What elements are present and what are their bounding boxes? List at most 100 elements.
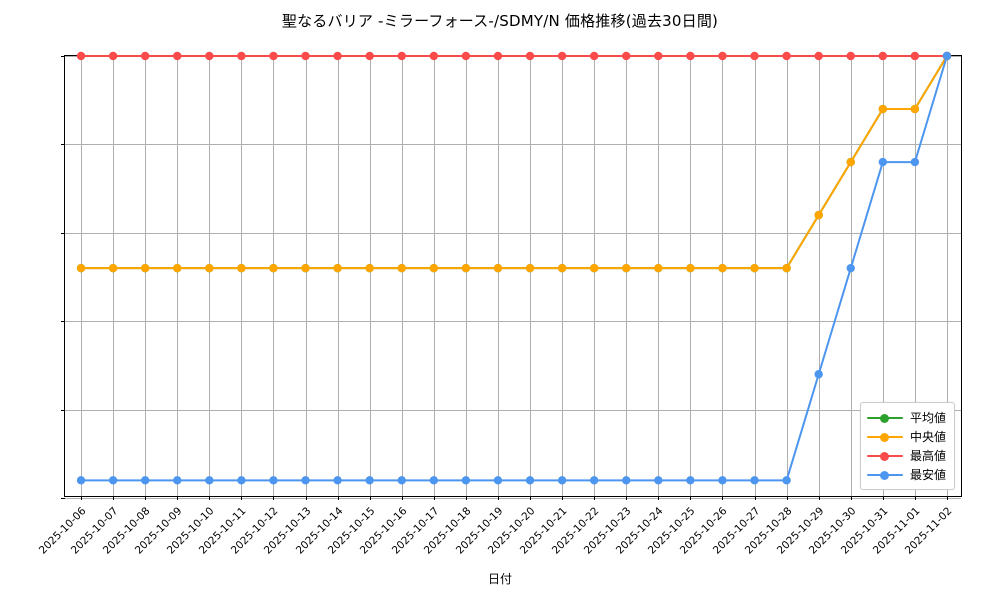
data-point-marker [493,51,503,61]
x-tick-mark [305,496,307,500]
series-最安値 [76,51,952,485]
legend-label: 最高値 [909,449,946,463]
data-point-marker [557,263,567,273]
data-point-marker [397,51,406,61]
data-point-marker [461,51,471,61]
x-tick-mark [594,496,596,500]
data-point-marker [76,263,86,273]
series-中央値 [76,51,952,273]
data-point-marker [622,476,631,485]
data-point-marker [557,51,567,61]
series-line [80,55,948,270]
data-point-marker [589,263,599,273]
data-point-marker [173,476,182,485]
data-point-marker [814,51,823,61]
x-tick-mark [337,496,339,500]
data-point-marker [654,476,663,485]
y-tick-mark [61,232,65,234]
gridline-vertical [241,56,243,496]
legend-item-中央値[interactable]: 中央値 [866,427,946,446]
x-tick-mark [497,496,499,500]
x-tick-mark [562,496,564,500]
y-tick-mark [61,498,65,499]
data-point-marker [205,476,214,485]
data-point-marker [654,263,663,273]
x-tick-mark [113,496,115,500]
data-point-marker [718,476,727,485]
data-point-marker [750,263,759,273]
gridline-vertical [562,56,564,496]
gridline-vertical [690,56,692,496]
legend-label: 最安値 [909,468,946,482]
series-最高値 [76,51,952,61]
gridline-vertical [530,56,532,496]
x-tick-mark [690,496,692,500]
data-point-marker [333,51,342,61]
data-point-marker [397,263,406,273]
data-point-marker [237,51,246,61]
chart-title: 聖なるバリア -ミラーフォース-/SDMY/N 価格推移(過去30日間) [281,12,719,30]
data-point-marker [429,51,439,61]
gridline-vertical [337,56,339,496]
gridline-vertical [113,56,115,496]
x-tick-mark [818,496,820,500]
data-point-marker [140,476,150,485]
x-tick-mark [241,496,243,500]
gridline-vertical [850,56,852,496]
gridline-vertical [722,56,724,496]
data-point-marker [782,51,791,61]
x-tick-mark [626,496,628,500]
x-tick-mark [273,496,275,500]
data-point-marker [237,263,246,273]
y-tick-mark [61,409,65,411]
x-tick-mark [722,496,724,500]
gridline-vertical [369,56,371,496]
legend-swatch-icon [866,468,903,482]
series-line [80,55,948,270]
data-point-marker [910,104,920,114]
data-point-marker [173,51,182,61]
x-tick-mark [754,496,756,500]
data-point-marker [589,476,599,485]
gridline-vertical [946,56,948,496]
data-point-marker [333,476,342,485]
data-point-marker [461,476,471,485]
data-point-marker [622,51,631,61]
data-point-marker [429,263,439,273]
data-point-marker [397,476,406,485]
legend-item-最安値[interactable]: 最安値 [866,465,946,484]
data-point-marker [205,51,214,61]
data-point-marker [525,51,535,61]
legend-item-最高値[interactable]: 最高値 [866,446,946,465]
y-tick-mark [61,56,65,57]
data-point-marker [878,51,888,61]
data-point-marker [910,51,920,61]
data-point-marker [878,157,888,167]
data-point-marker [269,263,278,273]
data-point-marker [750,476,759,485]
legend-item-平均値[interactable]: 平均値 [866,408,946,427]
x-tick-mark [177,496,179,500]
data-point-marker [846,157,855,167]
gridline-vertical [754,56,756,496]
data-point-marker [686,51,695,61]
data-point-marker [589,51,599,61]
x-tick-mark [81,496,83,500]
plot-area: 平均値中央値最高値最安値 [61,51,962,500]
gridline-vertical [145,56,147,496]
x-tick-mark [401,496,403,500]
legend-label: 平均値 [909,411,946,425]
series-line [80,55,948,482]
data-point-marker [140,51,150,61]
gridline-vertical [626,56,628,496]
gridline-vertical [81,56,83,496]
gridline-vertical [305,56,307,496]
data-point-marker [622,263,631,273]
data-point-marker [269,51,278,61]
data-point-marker [140,263,150,273]
chart-legend: 平均値中央値最高値最安値 [859,402,955,490]
data-point-marker [76,476,86,485]
data-point-marker [910,157,920,167]
data-point-marker [301,51,310,61]
gridline-vertical [786,56,788,496]
